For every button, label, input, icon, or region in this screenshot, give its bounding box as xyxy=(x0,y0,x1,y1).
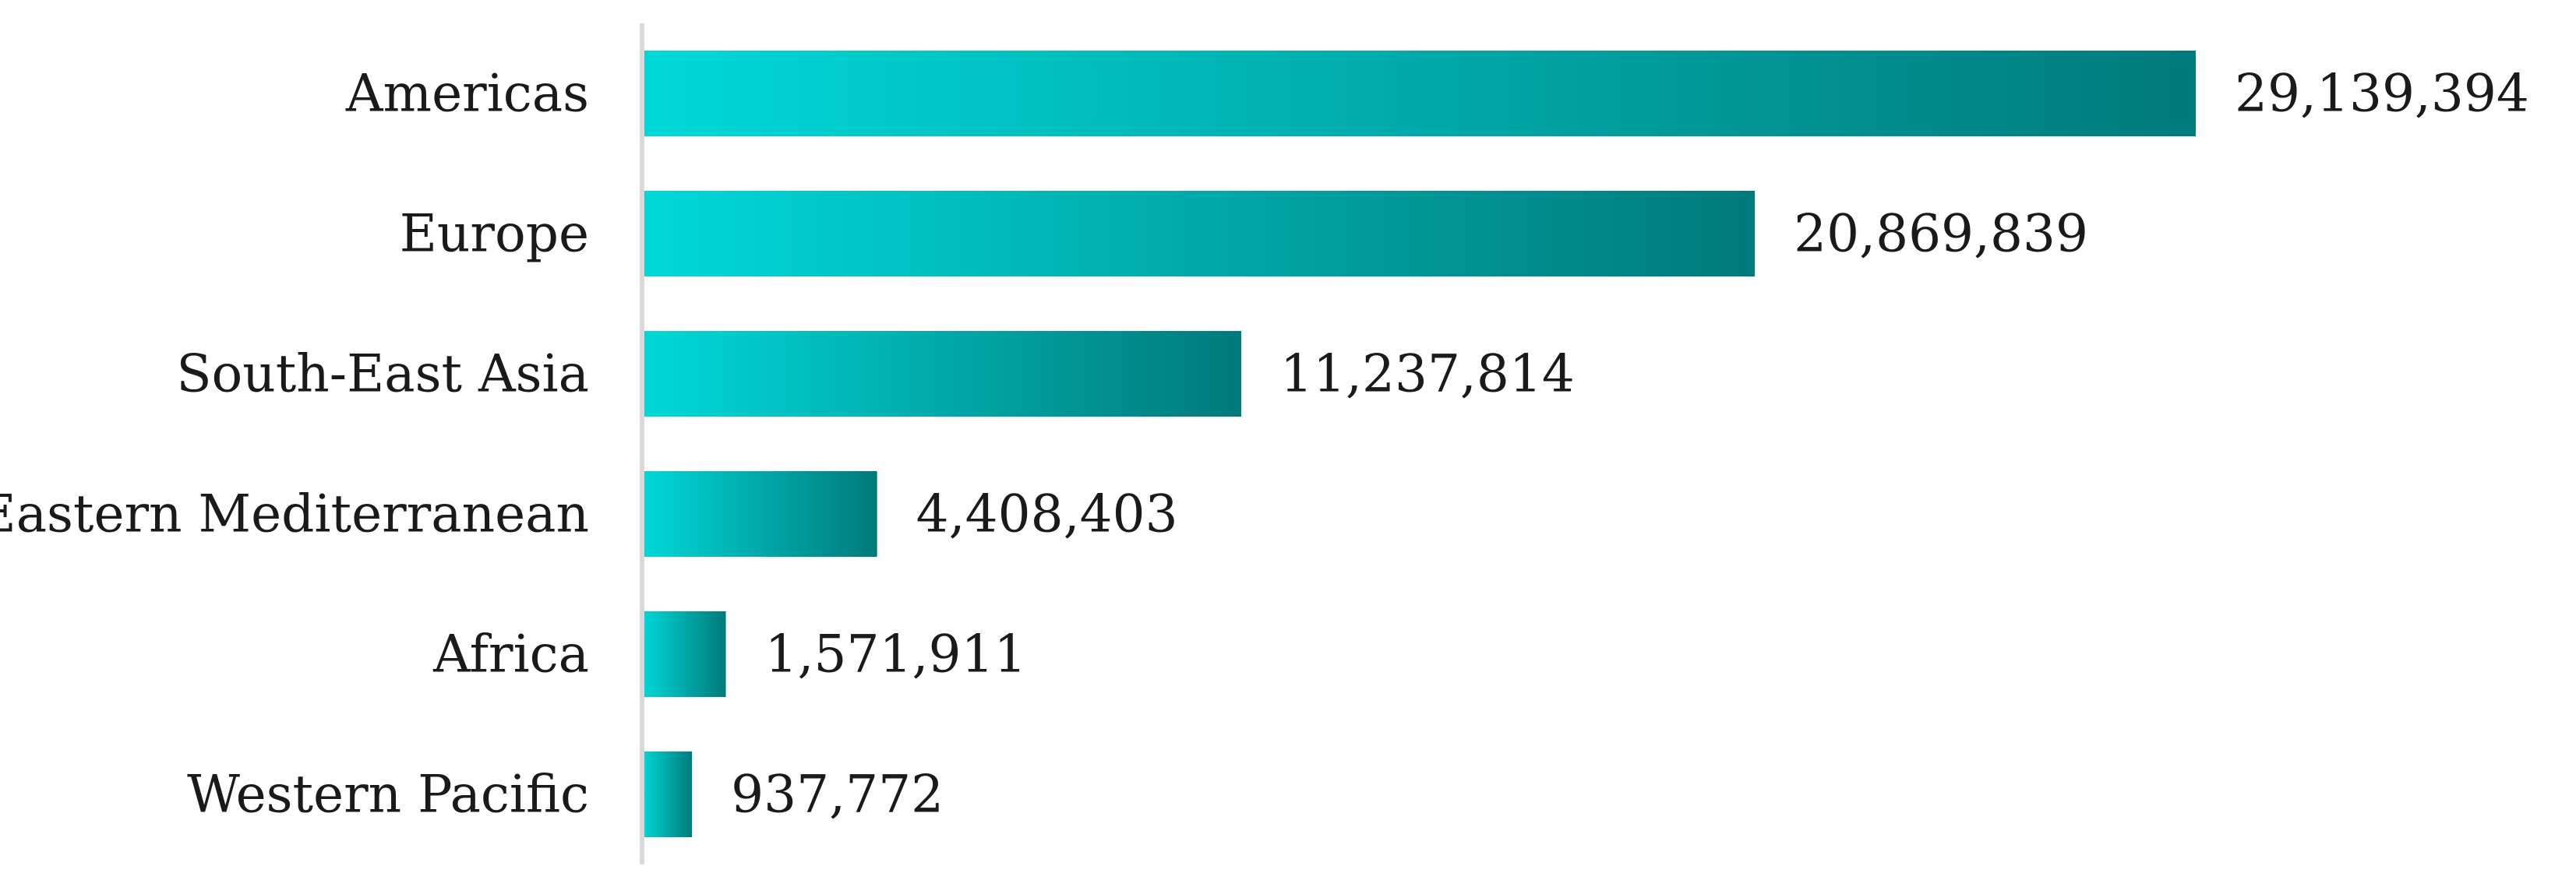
value-label: 937,772 xyxy=(731,765,944,825)
value-label: 29,139,394 xyxy=(2235,64,2529,124)
value-label: 1,571,911 xyxy=(765,625,1027,685)
category-label: Western Pacific xyxy=(187,765,589,825)
category-label: Europe xyxy=(400,204,589,264)
value-label: 11,237,814 xyxy=(1280,344,1575,404)
bar-western-pacific xyxy=(642,751,693,837)
category-label: Americas xyxy=(345,64,589,124)
bar-eastern-mediterranean xyxy=(642,471,877,557)
value-label: 4,408,403 xyxy=(916,484,1178,544)
category-label: Africa xyxy=(432,625,589,685)
bar-south-east-asia xyxy=(642,331,1242,417)
bar-americas xyxy=(642,51,2196,136)
labels-layer: Americas 29,139,394 Europe 20,869,839 South-… xyxy=(0,64,2529,825)
category-label: Eastern Mediterranean xyxy=(0,484,589,544)
value-label: 20,869,839 xyxy=(1794,204,2088,264)
category-label: South-East Asia xyxy=(176,344,589,404)
bar-europe xyxy=(642,191,1756,276)
bar-africa xyxy=(642,611,726,697)
bars-layer xyxy=(642,51,2196,837)
